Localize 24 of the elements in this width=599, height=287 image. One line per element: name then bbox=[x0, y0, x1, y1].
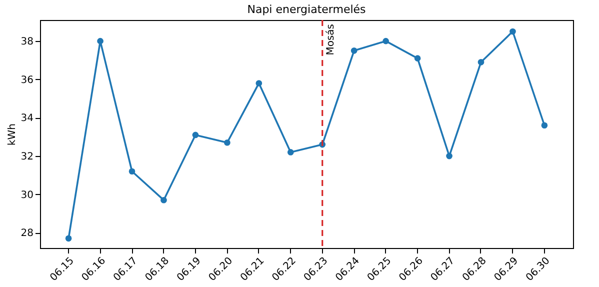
point bbox=[97, 38, 104, 44]
point bbox=[446, 152, 452, 160]
point bbox=[256, 80, 262, 86]
chart-title: Napi energiatermelés bbox=[247, 3, 366, 16]
point bbox=[128, 168, 136, 175]
point bbox=[541, 122, 548, 129]
ref-line-label: Mosás bbox=[325, 24, 336, 56]
point bbox=[350, 48, 358, 54]
point bbox=[224, 139, 230, 146]
point bbox=[192, 132, 199, 138]
y-axis-title: kWh bbox=[6, 123, 18, 146]
point bbox=[414, 55, 421, 62]
point bbox=[65, 235, 72, 242]
y-tick-label: 28 bbox=[20, 228, 34, 240]
y-tick-label: 30 bbox=[20, 190, 34, 201]
y-tick-label: 36 bbox=[20, 74, 34, 86]
y-tick-label: 34 bbox=[20, 113, 34, 124]
point bbox=[478, 58, 484, 66]
point bbox=[160, 196, 167, 204]
point bbox=[287, 149, 294, 156]
y-tick-label: 38 bbox=[20, 36, 34, 48]
y-tick-label: 32 bbox=[20, 152, 34, 163]
point bbox=[382, 38, 389, 44]
point bbox=[510, 28, 516, 35]
